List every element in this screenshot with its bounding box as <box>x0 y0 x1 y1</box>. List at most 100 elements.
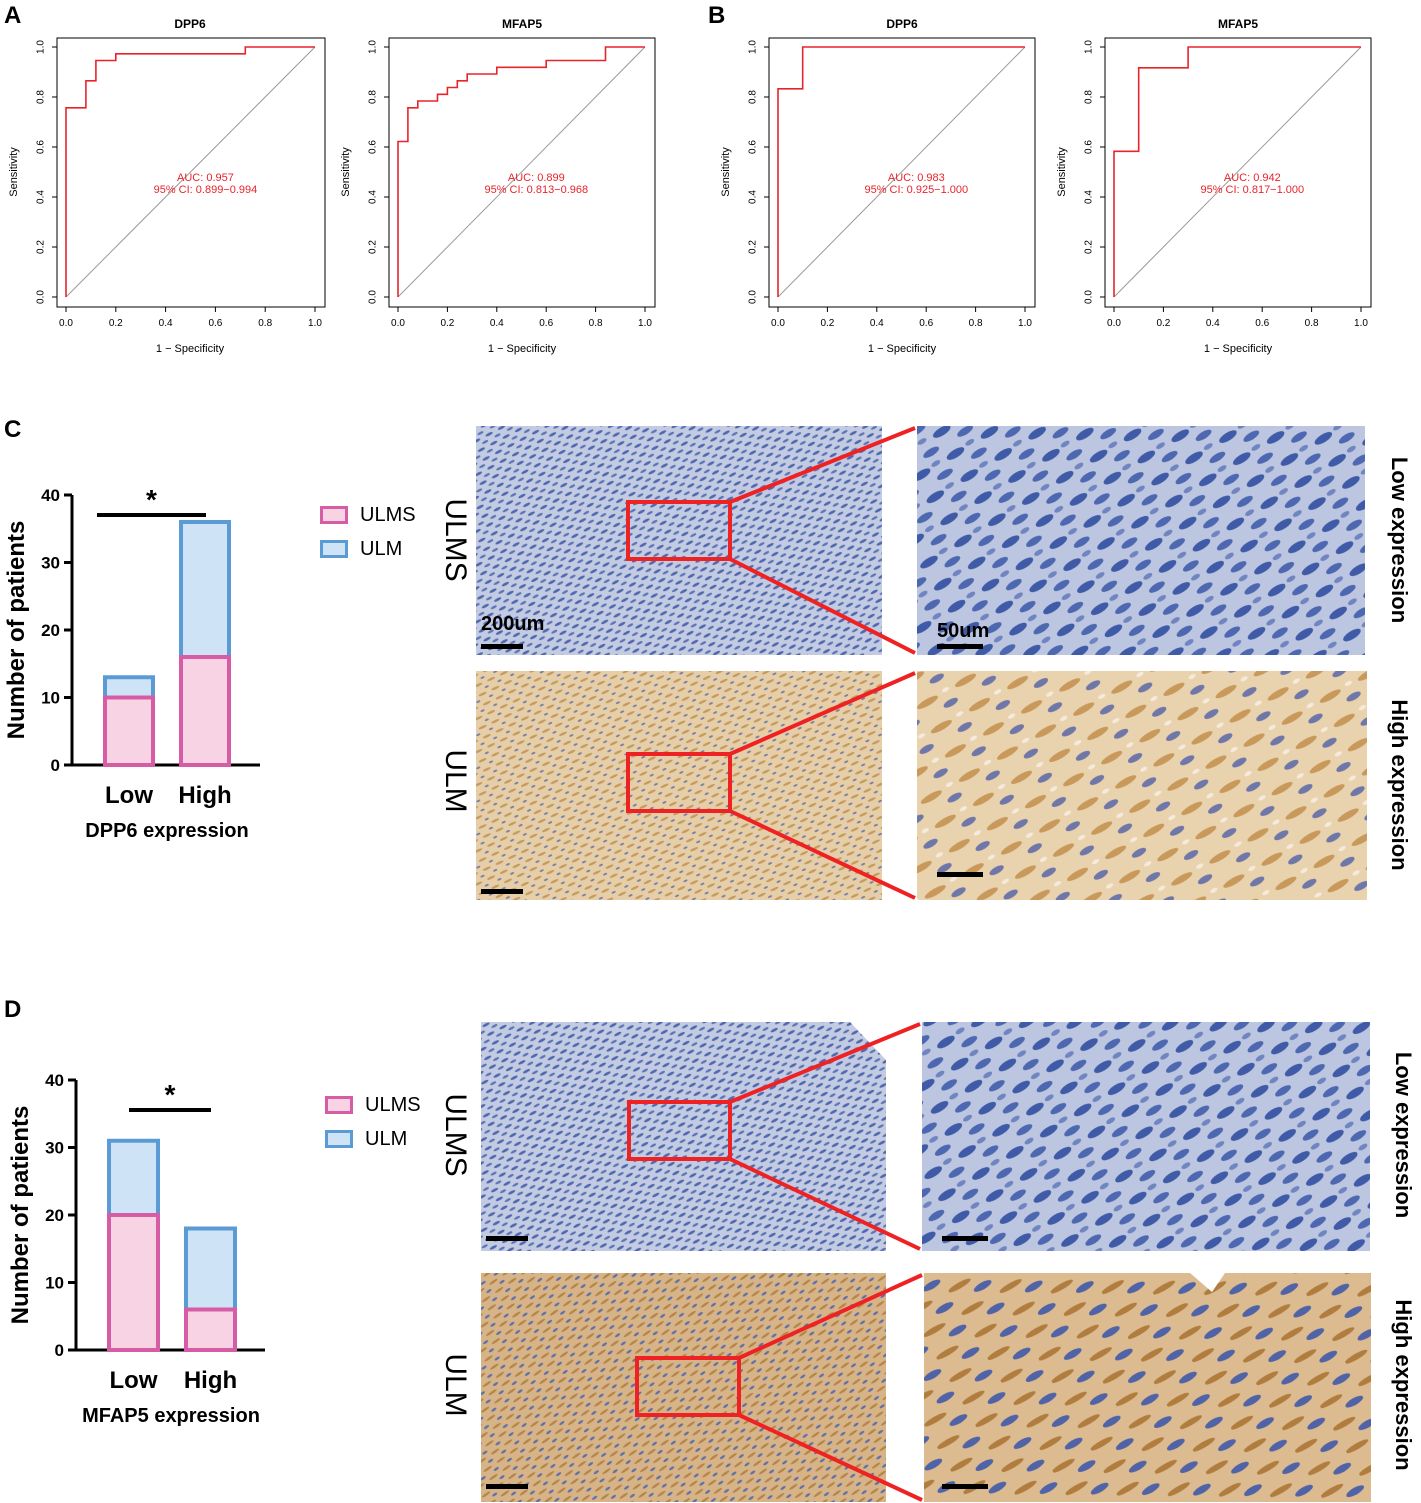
scale-bar <box>481 889 523 894</box>
roc-chart-1: 0.0 0.0 0.2 0.2 0.4 0.4 0.6 0.6 0.8 0.8 1.0 1.0 DPP6… <box>8 17 326 355</box>
x-tick-label: 0.6 <box>539 318 553 329</box>
y-tick-label: 0.4 <box>36 190 47 204</box>
tissue-edge <box>850 1022 886 1060</box>
zoom-line <box>729 671 916 756</box>
x-tick-label: 0.2 <box>1156 318 1170 329</box>
x-axis-label: 1 − Specificity <box>868 343 937 355</box>
x-tick-label: 1.0 <box>308 318 322 329</box>
y-tick-label: 0.6 <box>1084 140 1095 154</box>
sample-label-d-top: ULMS <box>439 1093 472 1176</box>
micrograph-c-ulm-overview <box>476 671 882 900</box>
scale-bar <box>481 644 523 649</box>
legend-label-ulms: ULMS <box>360 503 416 526</box>
plot-frame <box>1104 37 1372 308</box>
legend-label-ulm: ULM <box>365 1127 408 1150</box>
auc-annotation: AUC: 0.983 <box>888 172 945 184</box>
auc-annotation: AUC: 0.942 <box>1224 172 1281 184</box>
roc-chart-2: 0.0 0.0 0.2 0.2 0.4 0.4 0.6 0.6 0.8 0.8 1.0 1.0 MFAP… <box>340 17 656 355</box>
y-tick-label: 0 <box>55 1341 64 1360</box>
y-tick-label: 30 <box>41 554 60 573</box>
y-tick-label: 0.8 <box>36 90 47 104</box>
y-tick-label: 0 <box>51 756 60 775</box>
ci-annotation: 95% CI: 0.899−0.994 <box>154 184 258 196</box>
ci-annotation: 95% CI: 0.817−1.000 <box>1200 184 1304 196</box>
x-tick-label: 0.0 <box>59 318 73 329</box>
bar-ulm <box>184 1226 237 1312</box>
legend-item-ulm: ULM <box>320 532 416 566</box>
x-tick-label: 0.6 <box>208 318 222 329</box>
y-axis-label: Number of patients <box>7 1106 34 1325</box>
legend-c: ULMS ULM <box>320 498 416 566</box>
legend-label-ulms: ULMS <box>365 1093 421 1116</box>
legend-swatch-ulm <box>320 540 348 558</box>
y-tick-label: 0.2 <box>36 240 47 254</box>
y-tick-label: 0.6 <box>368 140 379 154</box>
y-tick-label: 1.0 <box>1084 40 1095 54</box>
x-tick-label: 0.2 <box>820 318 834 329</box>
y-tick-label: 1.0 <box>748 40 759 54</box>
roc-title: MFAP5 <box>502 17 542 31</box>
stacked-bar-chart: 0 10 20 30 40 Low High * Number of patients MFAP5… <box>7 1071 265 1427</box>
y-tick-label: 0.6 <box>748 140 759 154</box>
category-label: Low <box>110 1367 158 1394</box>
auc-annotation: AUC: 0.957 <box>177 172 234 184</box>
category-label: Low <box>105 782 153 809</box>
x-tick-label: 0.6 <box>1255 318 1269 329</box>
x-tick-label: 0.8 <box>1305 318 1319 329</box>
x-tick-label: 0.2 <box>440 318 454 329</box>
tissue-edge <box>1190 1273 1225 1292</box>
category-label: High <box>178 782 231 809</box>
zoom-line <box>738 1273 923 1360</box>
scale-bar <box>942 1236 988 1241</box>
roc-chart-3: 0.0 0.0 0.2 0.2 0.4 0.4 0.6 0.6 0.8 0.8 1.0 1.0 DPP6… <box>720 17 1036 355</box>
legend-item-ulm: ULM <box>325 1122 421 1156</box>
scale-bar <box>937 872 983 877</box>
scale-bar <box>937 644 983 649</box>
x-tick-label: 0.0 <box>391 318 405 329</box>
roc-title: DPP6 <box>174 17 206 31</box>
zoom-box-d-bottom <box>635 1356 741 1417</box>
x-tick-label: 1.0 <box>638 318 652 329</box>
x-axis-label: 1 − Specificity <box>156 343 225 355</box>
sample-label-c-top: ULMS <box>439 498 472 581</box>
legend-swatch-ulms <box>320 506 348 524</box>
x-tick-label: 0.0 <box>771 318 785 329</box>
zoom-line <box>729 1022 921 1104</box>
zoom-line <box>729 809 916 900</box>
y-tick-label: 0.2 <box>368 240 379 254</box>
zoom-line <box>729 1157 921 1251</box>
x-axis-label: 1 − Specificity <box>488 343 557 355</box>
ci-annotation: 95% CI: 0.925−1.000 <box>864 184 968 196</box>
micrograph-d-ulms-zoom <box>922 1022 1370 1251</box>
zoom-line <box>738 1413 923 1502</box>
y-tick-label: 10 <box>45 1274 64 1293</box>
x-tick-label: 0.6 <box>919 318 933 329</box>
legend-item-ulms: ULMS <box>325 1088 421 1122</box>
bar-chart-mfap5: 0 10 20 30 40 Low High * Number of patients MFAP5… <box>7 1071 265 1427</box>
x-tick-label: 0.4 <box>490 318 504 329</box>
bar-chart-dpp6: 0 10 20 30 40 Low High * Number of patients DPP6 … <box>3 484 260 842</box>
zoom-box-c-top <box>626 500 732 561</box>
bar-ulms <box>107 1213 160 1352</box>
expression-label-c-bottom: High expression <box>1387 699 1412 870</box>
y-tick-label: 0.0 <box>368 290 379 304</box>
y-tick-label: 0.8 <box>1084 90 1095 104</box>
significance-marker: * <box>165 1079 176 1110</box>
scale-bar <box>486 1236 528 1241</box>
y-axis-label: Sensitivity <box>340 147 352 197</box>
reference-diagonal <box>1113 46 1362 298</box>
bar-ulms <box>184 1307 237 1352</box>
y-tick-label: 0.8 <box>368 90 379 104</box>
x-tick-label: 0.4 <box>1206 318 1220 329</box>
legend-label-ulm: ULM <box>360 537 403 560</box>
plot-frame <box>56 37 326 308</box>
legend-item-ulms: ULMS <box>320 498 416 532</box>
roc-curve <box>1113 46 1361 297</box>
y-tick-label: 0.0 <box>1084 290 1095 304</box>
y-tick-label: 40 <box>41 486 60 505</box>
legend-swatch-ulm <box>325 1130 353 1148</box>
stacked-bar-chart: 0 10 20 30 40 Low High * Number of patients DPP6 … <box>3 484 260 842</box>
sample-label-c-bottom: ULM <box>439 749 472 812</box>
x-tick-label: 0.2 <box>109 318 123 329</box>
micrograph-c-ulms-zoom <box>917 426 1365 655</box>
